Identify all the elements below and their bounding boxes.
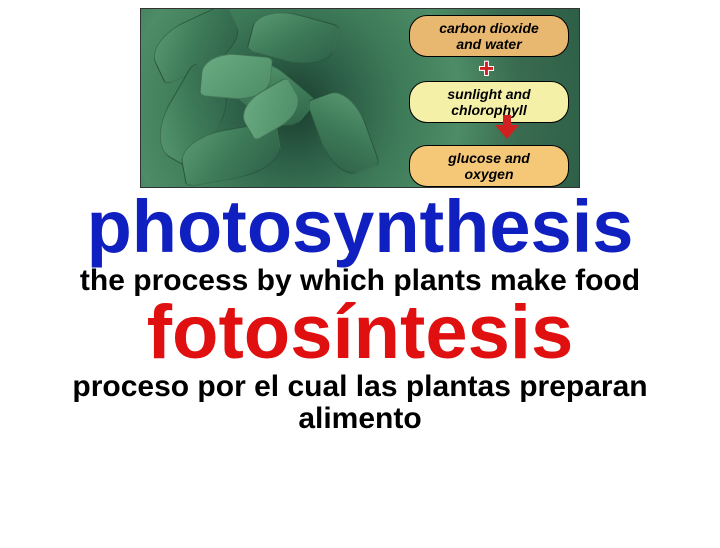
pill-text: oxygen [464,166,513,182]
leaf-shape [306,85,380,181]
pill-text: carbon dioxide [439,20,539,36]
definition-spanish: proceso por el cual las plantas preparan… [0,371,720,434]
title-english: photosynthesis [0,190,720,264]
pill-text: glucose and [448,150,530,166]
input-pill-carbon-dioxide: carbon dioxide and water [409,15,569,57]
title-spanish: fotosíntesis [0,295,720,371]
photosynthesis-diagram: carbon dioxide and water + sunlight and … [140,8,580,188]
output-pill-glucose: glucose and oxygen [409,145,569,187]
input-pill-sunlight: sunlight and chlorophyll [409,81,569,123]
pill-text: sunlight and [447,86,530,102]
pill-text: chlorophyll [451,102,526,118]
pill-text: and water [456,36,521,52]
plus-icon: + [479,53,494,84]
